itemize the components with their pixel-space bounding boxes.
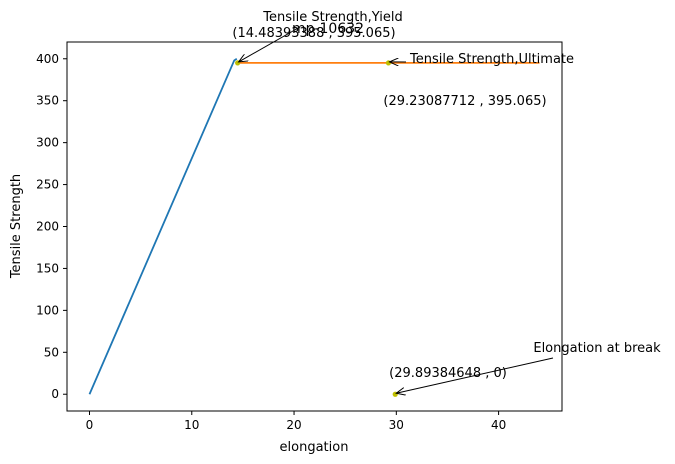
y-tick-label-0: 0 [51,387,59,401]
annotation-yield-value: (14.48393388 , 395.065) [232,26,395,41]
annotation-break-label: Elongation at break [533,341,661,356]
x-tick-label-20: 20 [286,418,301,432]
series-line-0 [88,58,238,395]
y-tick-label-400: 400 [36,52,59,66]
y-tick-label-300: 300 [36,136,59,150]
annotation-break-arrow [396,357,554,393]
annotation-yield-label: Tensile Strength,Yield [262,10,402,25]
y-tick-label-250: 250 [36,178,59,192]
y-tick-label-350: 350 [36,94,59,108]
annotations [239,26,554,393]
chart-title: mp-10632 [292,21,364,37]
y-tick-label-50: 50 [44,345,59,359]
data-point-1 [385,60,392,66]
annotation-yield-arrow [239,26,301,62]
x-tick-label-40: 40 [491,418,506,432]
x-tick-label-0: 0 [86,418,94,432]
annotation-break-value: (29.89384648 , 0) [389,366,507,381]
data-point-2 [392,391,398,397]
annotation-ultimate-label: Tensile Strength,Ultimate [409,52,574,67]
y-tick-label-100: 100 [36,303,59,317]
y-axis-label: Tensile Strength [9,174,24,279]
x-axis-label: elongation [280,440,349,455]
x-tick-label-30: 30 [389,418,404,432]
y-tick-label-150: 150 [36,261,59,275]
plot-area [88,58,540,397]
annotation-ultimate-value: (29.23087712 , 395.065) [383,94,546,109]
x-tick-label-10: 10 [184,418,199,432]
y-tick-label-200: 200 [36,220,59,234]
